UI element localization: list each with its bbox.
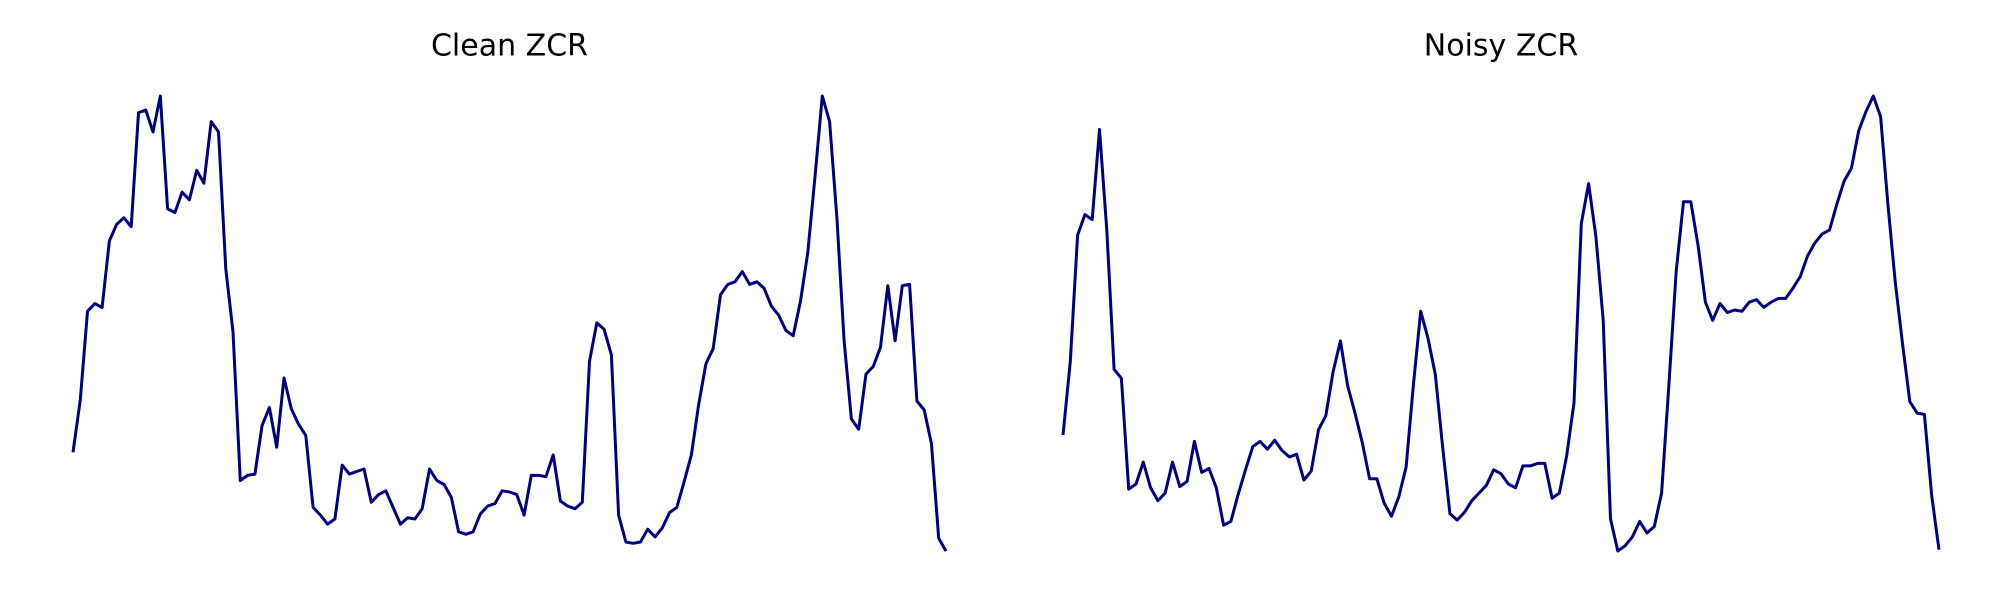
chart-title: Clean ZCR [431,29,588,64]
data-line [71,94,948,552]
data-line [1061,94,1941,553]
chart-title: Noisy ZCR [1424,29,1578,64]
